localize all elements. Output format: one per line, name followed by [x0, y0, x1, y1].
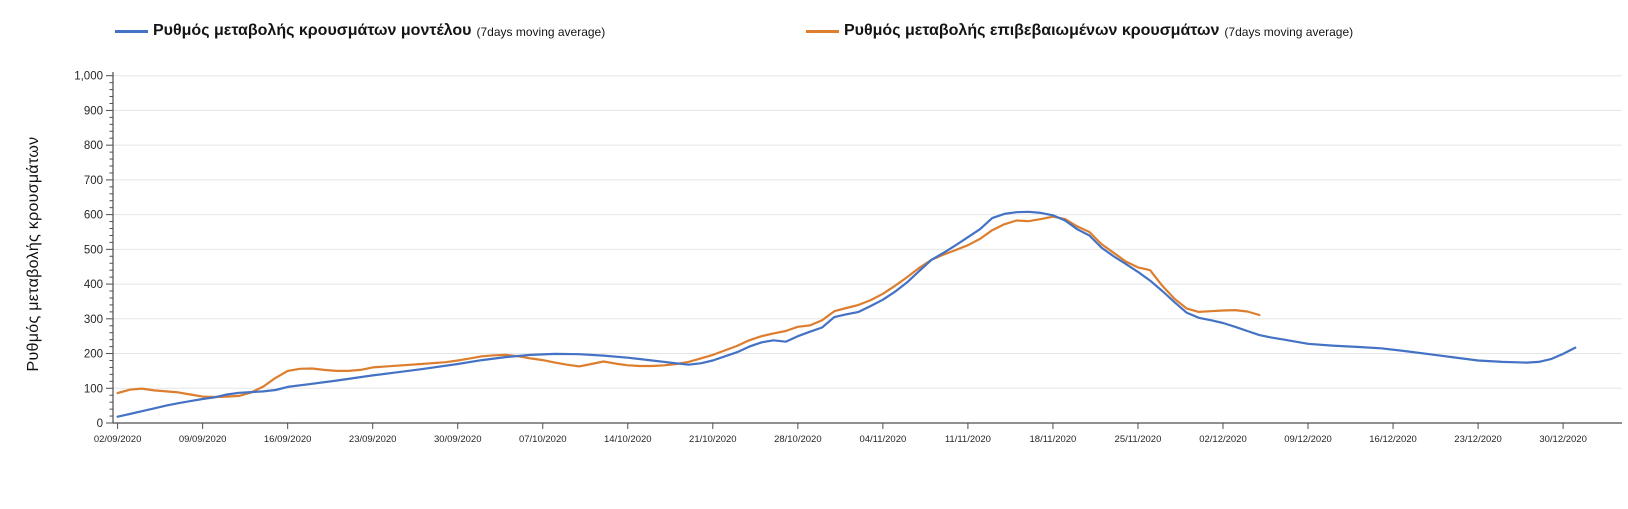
x-tick-label: 28/10/2020 [774, 434, 822, 445]
legend-suffix-model: (7days moving average) [476, 25, 606, 39]
x-tick-label: 23/09/2020 [349, 434, 397, 445]
x-tick-label: 30/09/2020 [434, 434, 482, 445]
x-tick-label: 18/11/2020 [1030, 434, 1077, 445]
legend-suffix-confirmed: (7days moving average) [1224, 25, 1354, 39]
x-tick-label: 02/09/2020 [94, 434, 142, 445]
legend-label-model: Ρυθμός μεταβολής κρουσμάτων μοντέλου [153, 22, 472, 39]
x-tick-label: 16/12/2020 [1369, 434, 1417, 445]
x-tick-label: 30/12/2020 [1539, 434, 1587, 445]
x-tick-label: 23/12/2020 [1454, 434, 1502, 445]
x-tick-label: 09/09/2020 [179, 434, 227, 445]
x-tick-label: 11/11/2020 [945, 434, 991, 445]
legend-item-confirmed[interactable]: Ρυθμός μεταβολής επιβεβαιωμένων κρουσμάτ… [806, 22, 1353, 40]
y-tick-label: 900 [84, 105, 103, 117]
y-tick-label: 700 [84, 175, 103, 187]
x-tick-label: 04/11/2020 [859, 434, 906, 445]
y-tick-label: 800 [84, 140, 103, 152]
y-tick-label: 400 [84, 279, 103, 291]
x-tick-label: 14/10/2020 [604, 434, 652, 445]
legend-item-model[interactable]: Ρυθμός μεταβολής κρουσμάτων μοντέλου (7d… [115, 22, 605, 40]
y-tick-label: 300 [84, 314, 103, 326]
legend-line-swatch-model [115, 29, 148, 33]
y-tick-label: 100 [84, 383, 103, 395]
x-tick-label: 09/12/2020 [1284, 434, 1332, 445]
y-tick-label: 600 [84, 210, 103, 222]
x-tick-label: 16/09/2020 [264, 434, 312, 445]
legend-line-swatch-confirmed [806, 29, 839, 33]
y-tick-label: 0 [97, 418, 103, 430]
y-tick-label: 500 [84, 244, 103, 256]
x-tick-label: 07/10/2020 [519, 434, 567, 445]
series-line-model [116, 210, 1577, 418]
y-tick-label: 1,000 [74, 71, 103, 83]
x-tick-label: 25/11/2020 [1115, 434, 1162, 445]
series-line-confirmed [116, 215, 1261, 399]
y-tick-label: 200 [84, 349, 103, 361]
legend-label-confirmed: Ρυθμός μεταβολής επιβεβαιωμένων κρουσμάτ… [844, 22, 1220, 39]
x-tick-label: 02/12/2020 [1199, 434, 1247, 445]
x-tick-label: 21/10/2020 [689, 434, 737, 445]
